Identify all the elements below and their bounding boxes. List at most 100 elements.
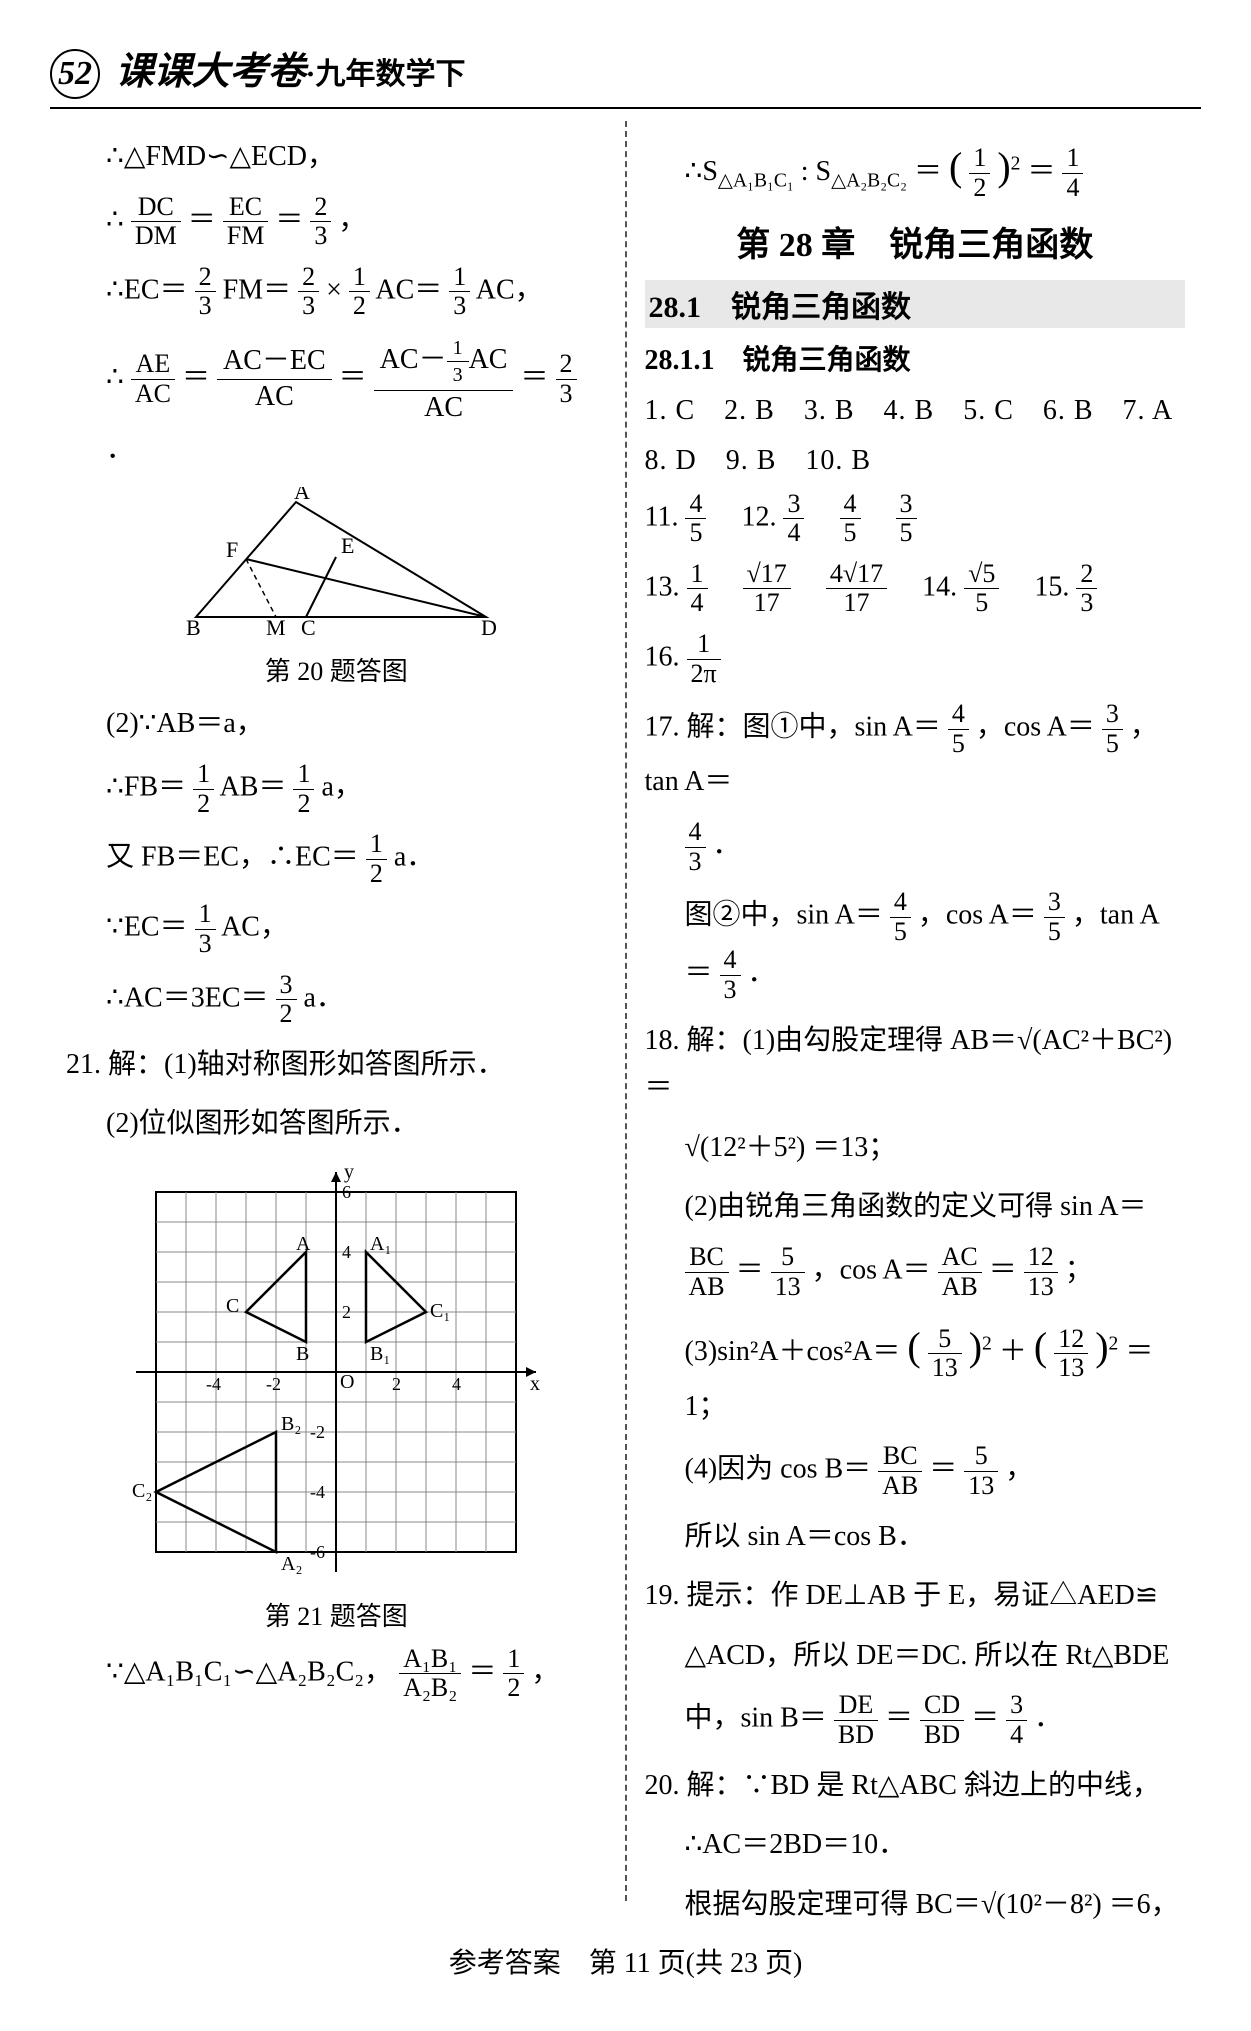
svg-text:B₁: B₁ (370, 1343, 390, 1365)
frac: ACAB (938, 1243, 982, 1301)
frac: 12 (366, 830, 387, 888)
frac: 1213 (1054, 1325, 1088, 1383)
svg-text:-2: -2 (310, 1422, 325, 1442)
t: AC， (221, 912, 288, 943)
t: ＝ (182, 362, 210, 393)
a18-5: (4)因为 cos B＝ BCAB ＝ 513 ， (685, 1442, 1186, 1500)
t: ， (338, 204, 366, 235)
t: ∵△A₁B₁C₁∽△A₂B₂C₂， (106, 1656, 392, 1687)
frac: 43 (720, 946, 741, 1004)
a19-3: 中，sin B＝ DEBD ＝ CDBD ＝ 34 ． (685, 1691, 1186, 1749)
frac: 23 (310, 193, 331, 251)
t: a． (394, 842, 434, 873)
frac: 513 (928, 1325, 962, 1383)
frac: 12 (293, 760, 314, 818)
frac: AC－13AC AC (374, 333, 514, 426)
left-column: ∴△FMD∽△ECD， ∴ DCDM ＝ ECFM ＝ 23 ， ∴EC＝ 23… (50, 121, 623, 1901)
frac: 35 (1102, 700, 1123, 758)
t: ∴S (685, 156, 718, 187)
a13-15: 13. 14 √1717 4√1717 14. √55 15. 23 (645, 560, 1186, 618)
a17a-cont: 43 ． (685, 818, 1186, 876)
t: ＝ (188, 204, 216, 235)
t: ． (106, 434, 134, 465)
t: ＝ (275, 204, 303, 235)
a19-2: △ACD，所以 DE＝DC. 所以在 Rt△BDE (685, 1632, 1186, 1680)
frac: AC－ECAC (217, 344, 332, 415)
svg-text:4: 4 (342, 1242, 351, 1262)
t: a， (321, 771, 361, 802)
a16: 16. 12π (645, 630, 1186, 688)
t: 16. (645, 642, 680, 673)
q21-1: 21. 解：(1)轴对称图形如答图所示． (66, 1041, 607, 1089)
t: 13. (645, 571, 680, 602)
svg-text:A: A (296, 1233, 311, 1255)
svg-text:C₂: C₂ (132, 1480, 152, 1502)
header-underline (50, 107, 1201, 109)
frac: 45 (840, 490, 861, 548)
frac: 23 (298, 263, 319, 321)
t: 11. (645, 501, 679, 532)
svg-text:C: C (226, 1295, 239, 1317)
a18-3b: BCAB ＝ 513 ，cos A＝ ACAB ＝ 1213 ； (685, 1243, 1186, 1301)
t: (2)由锐角三角函数的定义可得 sin A＝ (685, 1191, 1147, 1222)
svg-text:B: B (186, 615, 201, 637)
frac: 12π (687, 630, 721, 688)
t: ， (531, 1656, 559, 1687)
a18-6: 所以 sin A＝cos B． (685, 1513, 1186, 1561)
page-container: 52 课课大考卷·九年数学下 ∴△FMD∽△ECD， ∴ DCDM ＝ ECFM… (0, 0, 1251, 2031)
frac: 45 (890, 888, 911, 946)
frac: AEAC (131, 350, 175, 408)
t: ( (1034, 1324, 1047, 1369)
left-bottom: ∵△A₁B₁C₁∽△A₂B₂C₂， A₁B₁A₂B₂ ＝ 12 ， (106, 1645, 607, 1703)
t: ＝ (971, 1703, 999, 1734)
section-title: 28.1 锐角三角函数 (645, 280, 1186, 328)
frac: DCDM (131, 193, 181, 251)
frac: √55 (964, 560, 999, 618)
answers-row-1: 1. C 2. B 3. B 4. B 5. C 6. B 7. A (645, 388, 1186, 428)
t: ． (1034, 1703, 1062, 1734)
t: ( (907, 1324, 920, 1369)
frac: 23 (556, 350, 577, 408)
figure-20-caption: 第 20 题答图 (66, 651, 607, 688)
t: 图②中，sin A＝ (685, 900, 883, 931)
svg-text:A₂: A₂ (281, 1553, 302, 1575)
frac: 13 (195, 900, 216, 958)
left-l7: 又 FB＝EC，∴EC＝ 12 a． (106, 830, 607, 888)
frac: 34 (783, 490, 804, 548)
t: ＝ (736, 1254, 764, 1285)
sup: 2 (982, 1334, 992, 1355)
frac: 513 (964, 1442, 998, 1500)
a18-4: (3)sin²A＋cos²A＝ ( 513 )2 ＋ ( 1213 )2 ＝1； (685, 1313, 1186, 1430)
svg-text:M: M (266, 615, 286, 637)
a17a: 17. 解：图①中，sin A＝ 45 ，cos A＝ 35 ，tan A＝ (645, 700, 1186, 806)
svg-text:B₂: B₂ (281, 1413, 301, 1435)
frac: 12 (349, 263, 370, 321)
t: AC， (476, 274, 543, 305)
t: ∴ (106, 362, 124, 393)
svg-text:6: 6 (342, 1182, 351, 1202)
svg-text:2: 2 (392, 1374, 401, 1394)
frac: BCAB (685, 1243, 729, 1301)
frac: 23 (195, 263, 216, 321)
figure-20: A B C D E F M (66, 487, 607, 637)
frac: CDBD (920, 1691, 964, 1749)
t: a． (304, 982, 344, 1013)
frac: 1213 (1024, 1243, 1058, 1301)
t: ＝ (468, 1656, 496, 1687)
t: ，cos A＝ (976, 712, 1095, 743)
t: ， (1005, 1454, 1033, 1485)
left-l8: ∵EC＝ 13 AC， (106, 900, 607, 958)
t: 17. 解：图①中，sin A＝ (645, 712, 941, 743)
page-badge: 52 (50, 49, 100, 99)
left-l2: ∴ DCDM ＝ ECFM ＝ 23 ， (106, 193, 607, 251)
frac: 13 (449, 263, 470, 321)
t: ＝ (339, 362, 367, 393)
frac: 45 (685, 490, 706, 548)
figure-21-caption: 第 21 题答图 (66, 1596, 607, 1633)
t: ＝ (885, 1703, 913, 1734)
left-l9: ∴AC＝3EC＝ 32 a． (106, 971, 607, 1029)
t: ，cos A＝ (918, 900, 1037, 931)
svg-text:-4: -4 (206, 1374, 221, 1394)
svg-text:-6: -6 (310, 1542, 325, 1562)
t: 又 FB＝EC，∴EC＝ (106, 842, 359, 873)
